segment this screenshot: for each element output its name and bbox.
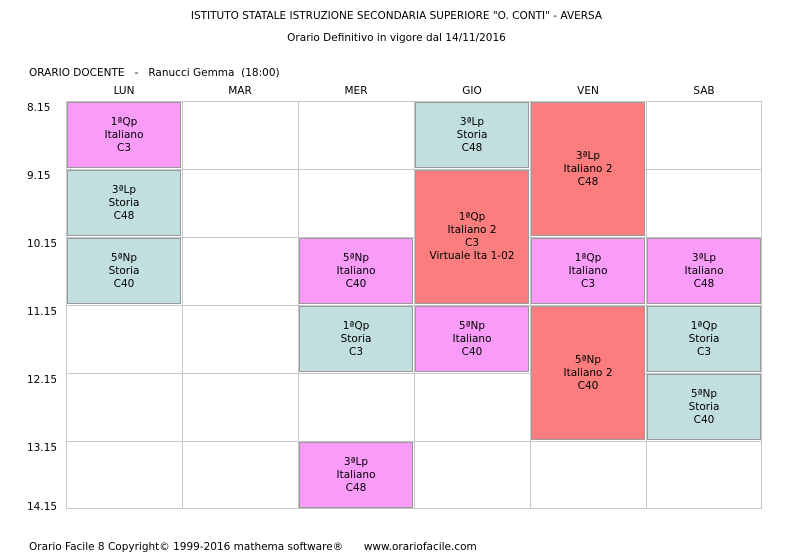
grid-row-line: [66, 101, 762, 102]
day-header-mar: MAR: [228, 85, 252, 97]
lesson-subject: Italiano: [336, 264, 376, 277]
lesson-block: 3ªLp Italiano C48: [647, 238, 761, 304]
lesson-room: C48: [461, 141, 483, 154]
grid-row-line: [66, 169, 762, 170]
time-label: 8.15: [27, 102, 51, 114]
lesson-subject: Italiano 2: [563, 366, 613, 379]
lesson-room: C40: [461, 345, 483, 358]
lesson-room: C48: [577, 175, 599, 188]
lesson-class: 3ªLp: [575, 149, 601, 162]
lesson-block: 1ªQp Italiano C3: [531, 238, 645, 304]
school-name: ISTITUTO STATALE ISTRUZIONE SECONDARIA S…: [190, 10, 603, 22]
lesson-class: 1ªQp: [574, 251, 602, 264]
footer-copyright: Copyright© 1999-2016 mathema software®: [107, 541, 344, 553]
day-header-ven: VEN: [577, 85, 599, 97]
teacher-line: ORARIO DOCENTE - Ranucci Gemma (18:00): [29, 67, 280, 79]
lesson-subject: Storia: [456, 128, 488, 141]
lesson-room: C40: [345, 277, 367, 290]
lesson-class: 5ªNp: [458, 319, 486, 332]
teacher-separator: -: [134, 67, 139, 79]
teacher-name: Ranucci Gemma: [148, 67, 235, 79]
lesson-block: 1ªQp Storia C3: [647, 306, 761, 372]
lesson-class: 3ªLp: [459, 115, 485, 128]
day-header-gio: GIO: [462, 85, 482, 97]
lesson-block: 1ªQp Italiano 2 C3 Virtuale Ita 1-02: [415, 170, 529, 304]
footer-website: www.orariofacile.com: [363, 541, 477, 553]
lesson-block: 5ªNp Storia C40: [67, 238, 181, 304]
teacher-label: ORARIO DOCENTE: [29, 67, 125, 79]
time-label: 9.15: [27, 170, 51, 182]
lesson-block: 5ªNp Italiano 2 C40: [531, 306, 645, 440]
lesson-subject: Italiano: [104, 128, 144, 141]
lesson-room: C3: [464, 237, 479, 249]
lesson-class: 3ªLp: [111, 183, 137, 196]
lesson-subject: Storia: [108, 264, 140, 277]
lesson-subject: Storia: [108, 196, 140, 209]
footer: Orario Facile 8 Copyright© 1999-2016 mat…: [29, 541, 477, 553]
lesson-block: 1ªQp Storia C3: [299, 306, 413, 372]
lesson-room: C3: [696, 345, 711, 358]
lesson-class: 5ªNp: [110, 251, 138, 264]
lesson-subject: Italiano 2: [563, 162, 613, 175]
lesson-class: 1ªQp: [690, 319, 718, 332]
lesson-subject: Storia: [340, 332, 372, 345]
lesson-room: C48: [345, 481, 367, 494]
lesson-block: 1ªQp Italiano C3: [67, 102, 181, 168]
time-label: 11.15: [27, 306, 58, 318]
lesson-class: 1ªQp: [458, 211, 486, 223]
lesson-block: 3ªLp Storia C48: [415, 102, 529, 168]
lesson-block: 3ªLp Storia C48: [67, 170, 181, 236]
lesson-room: C40: [113, 277, 135, 290]
lesson-block: 5ªNp Storia C40: [647, 374, 761, 440]
grid-row-line: [66, 305, 762, 306]
lesson-class: 3ªLp: [691, 251, 717, 264]
lesson-class: 3ªLp: [343, 455, 369, 468]
footer-product: Orario Facile 8: [29, 541, 105, 553]
lesson-subject: Italiano 2: [447, 224, 497, 236]
lesson-block: 3ªLp Italiano C48: [299, 442, 413, 508]
lesson-room: C3: [348, 345, 363, 358]
lesson-room: C48: [113, 209, 135, 222]
grid-row-line: [66, 441, 762, 442]
grid-row-line: [66, 237, 762, 238]
lesson-subject: Italiano: [568, 264, 608, 277]
grid-row-line: [66, 373, 762, 374]
schedule-subtitle: Orario Definitivo in vigore dal 14/11/20…: [287, 32, 506, 44]
lesson-subject: Italiano: [684, 264, 724, 277]
lesson-room: C40: [577, 379, 599, 392]
time-label: 12.15: [27, 374, 58, 386]
lesson-block: 5ªNp Italiano C40: [299, 238, 413, 304]
lesson-subject: Storia: [688, 332, 720, 345]
lesson-subject: Italiano: [452, 332, 492, 345]
teacher-hours: (18:00): [241, 67, 280, 79]
lesson-class: 5ªNp: [690, 387, 718, 400]
lesson-block: 5ªNp Italiano C40: [415, 306, 529, 372]
day-header-lun: LUN: [113, 85, 135, 97]
lesson-room: C3: [116, 141, 131, 154]
lesson-class: 1ªQp: [110, 115, 138, 128]
lesson-subject: Storia: [688, 400, 720, 413]
time-label: 13.15: [27, 442, 58, 454]
lesson-class: 5ªNp: [342, 251, 370, 264]
day-header-sab: SAB: [693, 85, 715, 97]
time-label: 14.15: [27, 501, 58, 513]
lesson-subject: Italiano: [336, 468, 376, 481]
lesson-block: 3ªLp Italiano 2 C48: [531, 102, 645, 236]
lesson-room: C3: [580, 277, 595, 290]
time-label: 10.15: [27, 238, 58, 250]
lesson-class: 1ªQp: [342, 319, 370, 332]
lesson-room: C40: [693, 413, 715, 426]
lesson-class: 5ªNp: [574, 353, 602, 366]
lesson-room: C48: [693, 277, 715, 290]
lesson-extra: Virtuale Ita 1-02: [429, 250, 515, 262]
day-header-mer: MER: [344, 85, 368, 97]
